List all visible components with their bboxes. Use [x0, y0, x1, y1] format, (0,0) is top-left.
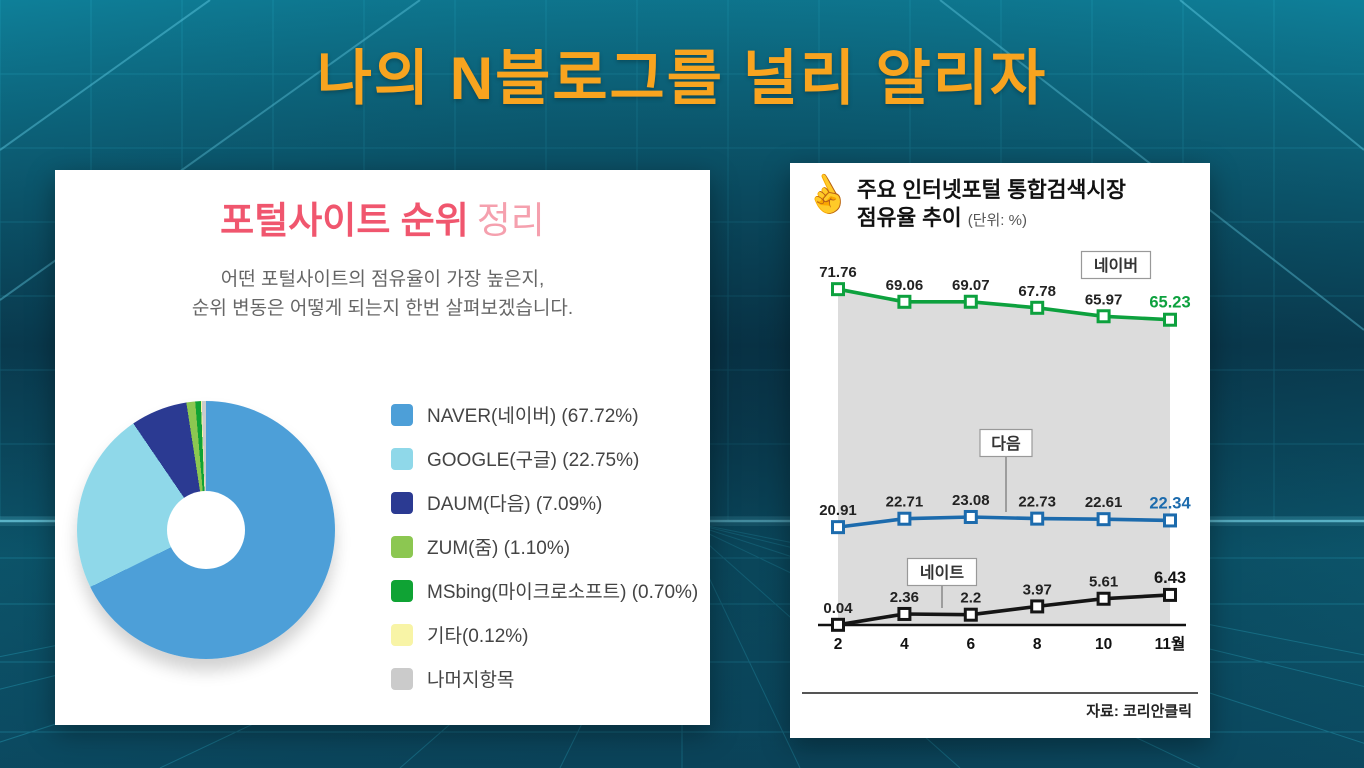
legend-item: GOOGLE(구글) (22.75%) — [391, 445, 698, 472]
area-fill — [838, 289, 1170, 625]
line-chart: 71.76 69.06 69.07 67.78 65.97 65.23 20.91 22.71… — [802, 237, 1198, 692]
line-chart-svg: 71.76 69.06 69.07 67.78 65.97 65.23 20.91 22.71… — [818, 250, 1191, 653]
data-marker — [963, 607, 978, 622]
value-label: 3.97 — [1023, 581, 1052, 598]
market-share-chart-card: ☝ 주요 인터넷포털 통합검색시장 점유율 추이 (단위: %) 71.76 69… — [790, 163, 1210, 738]
series-label-box — [1080, 250, 1152, 279]
series-label-box — [906, 557, 978, 586]
value-label: 0.04 — [823, 600, 853, 617]
value-label: 67.78 — [1018, 283, 1056, 300]
value-label: 22.34 — [1149, 494, 1191, 512]
legend-label: GOOGLE(구글) (22.75%) — [427, 450, 640, 472]
legend-label: MSbing(마이크로소프트) (0.70%) — [427, 582, 699, 604]
pie-legend: NAVER(네이버) (67.72%) GOOGLE(구글) (22.75%) DA… — [391, 401, 698, 692]
data-marker — [1163, 587, 1177, 602]
data-marker — [1030, 511, 1045, 526]
source-row: 자료: 코리안클릭 — [802, 691, 1198, 721]
data-marker — [1030, 300, 1045, 315]
data-marker — [831, 520, 845, 535]
legend-label: NAVER(네이버) (67.72%) — [427, 406, 639, 428]
value-label: 22.61 — [1085, 494, 1123, 511]
card-title-main: 포털사이트 순위 — [220, 200, 469, 241]
legend-item: 기타(0.12%) — [391, 621, 698, 648]
data-marker — [831, 617, 845, 632]
chart-header: ☝ 주요 인터넷포털 통합검색시장 점유율 추이 (단위: %) — [797, 166, 1198, 233]
series-label: 네이버 — [1094, 257, 1138, 275]
data-marker — [963, 294, 978, 309]
legend-swatch — [391, 403, 413, 426]
series-line — [837, 515, 1171, 529]
data-marker — [1030, 599, 1045, 614]
data-marker — [1096, 309, 1111, 324]
data-marker — [963, 509, 978, 524]
value-label: 2.36 — [890, 589, 919, 606]
description-line-2: 순위 변동은 어떻게 되는지 한번 살펴보겠습니다. — [191, 297, 574, 319]
chart-title-line-2: 점유율 추이 — [856, 205, 962, 230]
portal-ranking-card: 포털사이트 순위 정리 어떤 포털사이트의 점유율이 가장 높은지, 순위 변동은… — [55, 170, 710, 725]
legend-label: 기타(0.12%) — [427, 626, 529, 648]
source-label: 자료: 코리안클릭 — [1086, 702, 1192, 720]
legend-label: ZUM(줌) (1.10%) — [427, 538, 571, 560]
legend-label: DAUM(다음) (7.09%) — [427, 494, 603, 516]
legend-swatch — [391, 447, 413, 470]
legend-item: 나머지항목 — [391, 665, 698, 692]
data-marker — [897, 606, 912, 621]
value-label: 69.07 — [952, 277, 990, 294]
value-label: 71.76 — [819, 264, 857, 281]
value-label: 65.23 — [1149, 294, 1190, 312]
data-marker — [1096, 512, 1111, 527]
series-line — [837, 287, 1171, 322]
x-tick-label: 6 — [966, 636, 975, 653]
value-label: 23.08 — [952, 492, 990, 509]
legend-item: DAUM(다음) (7.09%) — [391, 489, 698, 516]
value-label: 2.2 — [960, 590, 981, 607]
legend-swatch — [391, 667, 413, 690]
data-marker — [1163, 312, 1177, 327]
card-title: 포털사이트 순위 정리 — [55, 200, 710, 243]
data-marker — [1163, 513, 1177, 528]
donut-chart — [77, 401, 335, 660]
series-label: 다음 — [991, 435, 1021, 453]
value-label: 22.73 — [1018, 493, 1056, 510]
value-label: 69.06 — [886, 277, 924, 294]
x-tick-label: 8 — [1033, 636, 1042, 653]
x-tick-label: 11월 — [1155, 635, 1186, 653]
value-label: 20.91 — [819, 502, 857, 519]
value-label: 5.61 — [1089, 574, 1118, 591]
x-tick-label: 2 — [834, 636, 843, 653]
series-line — [837, 592, 1171, 627]
pie-chart-row: NAVER(네이버) (67.72%) GOOGLE(구글) (22.75%) DA… — [55, 401, 710, 692]
value-label: 65.97 — [1085, 291, 1123, 308]
chart-title-line-1: 주요 인터넷포털 통합검색시장 — [856, 178, 1126, 202]
data-marker — [897, 294, 912, 309]
hand-pointer-icon: ☝ — [796, 165, 856, 224]
unit-label: (단위: %) — [967, 211, 1027, 229]
legend-swatch — [391, 579, 413, 602]
data-marker — [897, 511, 912, 526]
card-title-sub: 정리 — [476, 200, 545, 241]
x-tick-label: 10 — [1095, 636, 1112, 653]
value-label: 6.43 — [1154, 569, 1186, 587]
data-marker — [1096, 591, 1111, 606]
x-tick-label: 4 — [900, 636, 909, 653]
chart-title: 주요 인터넷포털 통합검색시장 점유율 추이 (단위: %) — [857, 177, 1126, 233]
data-marker — [831, 282, 845, 297]
legend-swatch — [391, 623, 413, 646]
legend-item: ZUM(줌) (1.10%) — [391, 533, 698, 560]
value-label: 22.71 — [886, 494, 924, 511]
legend-item: NAVER(네이버) (67.72%) — [391, 401, 698, 428]
card-description: 어떤 포털사이트의 점유율이 가장 높은지, 순위 변동은 어떻게 되는지 한번… — [55, 265, 710, 324]
legend-swatch — [391, 535, 413, 558]
description-line-1: 어떤 포털사이트의 점유율이 가장 높은지, — [220, 268, 545, 290]
legend-label: 나머지항목 — [427, 670, 515, 692]
series-label-box — [979, 428, 1033, 457]
legend-swatch — [391, 491, 413, 514]
series-label: 네이트 — [920, 564, 964, 582]
slide-title: 나의 N블로그를 널리 알리자 — [316, 45, 1048, 112]
donut-hole — [167, 491, 245, 570]
legend-item: MSbing(마이크로소프트) (0.70%) — [391, 577, 698, 604]
